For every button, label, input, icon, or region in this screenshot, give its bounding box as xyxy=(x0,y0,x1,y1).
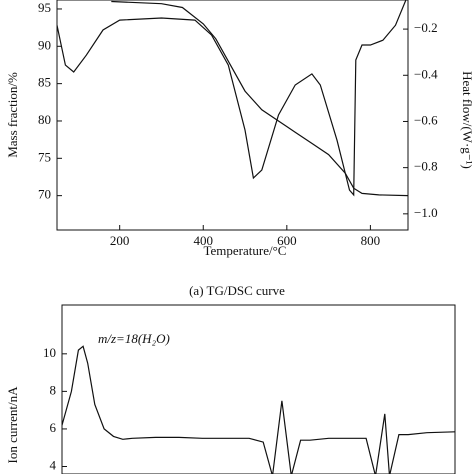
y2-tick-label: −0.4 xyxy=(414,66,438,81)
y-tick-label: 6 xyxy=(50,420,57,435)
y-axis-title: Ion current/nA xyxy=(5,386,20,464)
y2-tick-label: −0.2 xyxy=(414,20,438,35)
y-tick-label: 10 xyxy=(43,345,56,360)
y2-tick-label: −1.0 xyxy=(414,205,438,220)
x-tick-label: 600 xyxy=(277,233,297,248)
caption: (a) TG/DSC curve xyxy=(189,283,285,298)
annotation: m/z=18(H₂O) xyxy=(98,331,170,346)
y-axis-title: Mass fraction/% xyxy=(5,72,20,158)
x-axis-title: Temperature/°C xyxy=(204,243,287,258)
x-tick-label: 200 xyxy=(110,233,130,248)
data-line xyxy=(62,345,455,474)
y-tick-label: 85 xyxy=(38,75,51,90)
y2-tick-label: −0.6 xyxy=(414,112,438,127)
y-tick-label: 4 xyxy=(50,457,57,472)
x-tick-label: 400 xyxy=(194,233,214,248)
y-tick-label: 80 xyxy=(38,112,51,127)
y-tick-label: 8 xyxy=(50,382,57,397)
y-tick-label: 90 xyxy=(38,37,51,52)
x-tick-label: 800 xyxy=(361,233,381,248)
data-line xyxy=(111,0,408,197)
y-tick-label: 75 xyxy=(38,149,51,164)
y2-tick-label: −0.8 xyxy=(414,159,438,174)
data-line xyxy=(57,0,407,197)
plot-frame xyxy=(56,0,409,231)
y-tick-label: 70 xyxy=(38,187,51,202)
y-tick-label: 95 xyxy=(38,0,51,15)
y2-axis-title: Heat flow/(W·g⁻¹) xyxy=(460,71,474,169)
plot-frame xyxy=(61,304,456,474)
